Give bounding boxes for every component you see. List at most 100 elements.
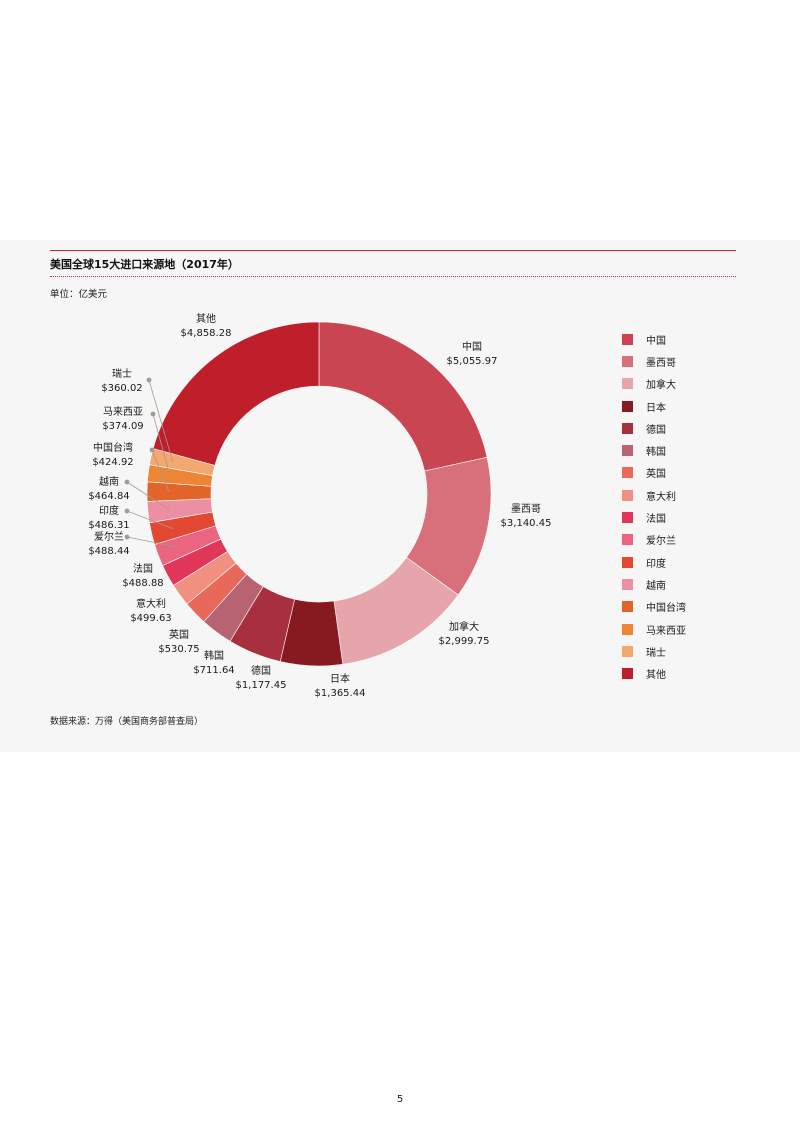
legend-swatch <box>622 467 633 479</box>
leader-dot <box>124 534 130 540</box>
legend-label: 加拿大 <box>646 380 676 392</box>
slice-name-label: 英国 <box>169 628 189 641</box>
legend-item: 中国 <box>622 328 772 350</box>
legend-swatch <box>622 378 633 390</box>
unit-label: 单位：亿美元 <box>50 289 108 300</box>
legend-swatch <box>622 355 633 367</box>
legend-swatch <box>622 668 633 680</box>
legend-item: 英国 <box>622 462 772 484</box>
legend-swatch <box>622 534 633 546</box>
leader-line <box>151 449 170 493</box>
slice-name-label: 瑞士 <box>112 367 132 380</box>
slice-value-label: $3,140.45 <box>501 518 552 529</box>
slice-name-label: 德国 <box>251 664 271 677</box>
slice-name-label: 中国 <box>462 340 482 353</box>
leader-line <box>126 510 174 530</box>
leader-dot <box>146 377 152 383</box>
legend-swatch <box>622 400 633 412</box>
legend-swatch <box>622 422 633 434</box>
leader-dot <box>124 508 130 514</box>
slice-name-label: 法国 <box>133 562 153 575</box>
leader-dot <box>149 447 155 453</box>
leader-line <box>126 536 179 548</box>
legend-label: 爱尔兰 <box>646 536 676 548</box>
slice-name-label: 墨西哥 <box>511 503 541 515</box>
slice-name-label: 其他 <box>196 312 216 325</box>
legend-swatch <box>622 601 633 613</box>
legend-item: 印度 <box>622 551 772 573</box>
leader-dot <box>124 479 130 485</box>
source-note: 数据来源：万得（美国商务部普查局） <box>50 717 204 727</box>
slice-name-label: 越南 <box>99 475 119 488</box>
legend-label: 法国 <box>646 514 666 526</box>
leader-line <box>148 379 173 462</box>
leader-line <box>152 413 171 476</box>
slice-name-label: 意大利 <box>136 597 166 610</box>
slice-value-label: $486.31 <box>88 520 129 531</box>
legend-item: 加拿大 <box>622 373 772 395</box>
slice-name-label: 爱尔兰 <box>94 530 124 543</box>
slice-value-label: $711.64 <box>193 665 234 676</box>
slice-value-label: $360.02 <box>101 383 142 394</box>
slice-value-label: $488.88 <box>122 578 163 589</box>
dotted-rule <box>50 276 736 277</box>
leader-lines-layer <box>124 377 179 548</box>
slice-value-label: $424.92 <box>92 457 133 468</box>
legend-item: 墨西哥 <box>622 350 772 372</box>
legend-item: 德国 <box>622 417 772 439</box>
legend-label: 墨西哥 <box>646 357 676 369</box>
slice-name-label: 韩国 <box>204 649 224 662</box>
legend-label: 中国台湾 <box>646 603 686 615</box>
legend-swatch <box>622 445 633 457</box>
leader-dot <box>150 411 156 417</box>
legend-label: 越南 <box>646 580 666 592</box>
legend-item: 其他 <box>622 662 772 684</box>
slice-value-label: $530.75 <box>158 644 199 655</box>
legend-swatch <box>622 645 633 657</box>
legend-item: 瑞士 <box>622 640 772 662</box>
slice-name-label: 加拿大 <box>449 620 479 633</box>
legend-label: 其他 <box>646 670 666 682</box>
legend-item: 日本 <box>622 395 772 417</box>
legend-item: 意大利 <box>622 484 772 506</box>
chart-title: 美国全球15大进口来源地（2017年） <box>50 258 239 271</box>
legend-swatch <box>622 578 633 590</box>
legend-label: 印度 <box>646 558 666 570</box>
slices-layer <box>146 321 492 667</box>
legend-label: 韩国 <box>646 447 666 459</box>
slice-name-label: 印度 <box>99 504 119 517</box>
legend-label: 德国 <box>646 424 666 436</box>
legend-swatch <box>622 333 633 345</box>
slice-value-label: $4,858.28 <box>181 328 232 339</box>
figure-panel <box>0 240 800 752</box>
legend-swatch <box>622 556 633 568</box>
legend-label: 英国 <box>646 469 666 481</box>
slice-value-label: $1,365.44 <box>315 688 366 699</box>
slice-value-label: $2,999.75 <box>439 636 490 647</box>
slice-value-label: $499.63 <box>130 613 171 624</box>
legend-label: 中国 <box>646 335 666 347</box>
legend-item: 中国台湾 <box>622 596 772 618</box>
slice-value-label: $374.09 <box>102 421 143 432</box>
chart-legend: 中国墨西哥加拿大日本德国韩国英国意大利法国爱尔兰印度越南中国台湾马来西亚 瑞士其他 <box>622 328 772 685</box>
legend-label: 日本 <box>646 402 666 414</box>
slice-value-label: $488.44 <box>88 546 129 557</box>
legend-item: 越南 <box>622 573 772 595</box>
top-rule <box>50 250 736 251</box>
slice-value-label: $5,055.97 <box>447 356 498 367</box>
legend-item: 爱尔兰 <box>622 529 772 551</box>
slice-name-label: 马来西亚 <box>103 406 143 418</box>
donut-slice <box>152 321 320 466</box>
slice-value-label: $1,177.45 <box>236 680 287 691</box>
leader-line <box>126 481 171 511</box>
page-number: 5 <box>396 1094 404 1105</box>
slice-labels-layer: 中国 $5,055.97 墨西哥 $3,140.45 加拿大 $2,999.75 日本 $1,… <box>88 312 551 699</box>
legend-item: 马来西亚 <box>622 618 772 640</box>
legend-swatch <box>622 489 633 501</box>
slice-name-label: 日本 <box>330 672 350 685</box>
legend-item: 法国 <box>622 506 772 528</box>
legend-item: 韩国 <box>622 439 772 461</box>
donut-slice <box>318 321 488 472</box>
slice-name-label: 中国台湾 <box>93 441 133 454</box>
